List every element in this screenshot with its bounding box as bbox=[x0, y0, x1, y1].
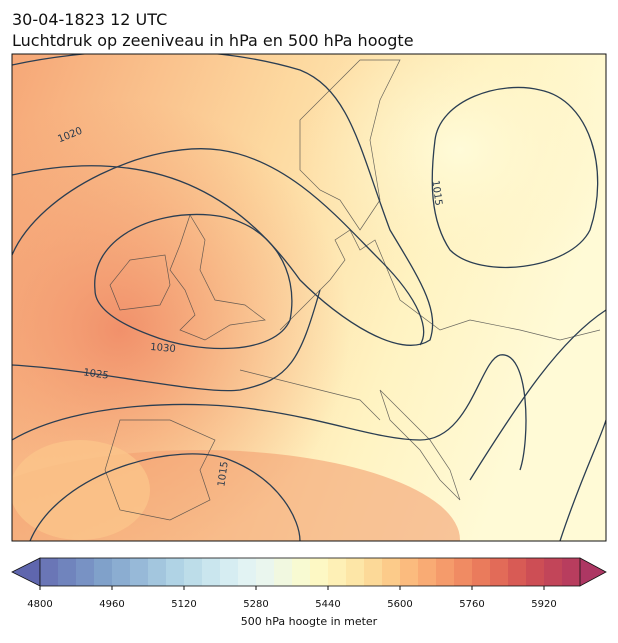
contour-label: 1025 bbox=[83, 367, 110, 381]
color-band bbox=[472, 558, 491, 586]
color-band bbox=[364, 558, 383, 586]
color-band bbox=[418, 558, 437, 586]
map-frame bbox=[11, 53, 607, 542]
color-band bbox=[292, 558, 311, 586]
color-band bbox=[202, 558, 221, 586]
color-band bbox=[328, 558, 347, 586]
color-band bbox=[166, 558, 185, 586]
extend-low bbox=[11, 557, 41, 587]
tick-label: 5920 bbox=[531, 599, 556, 610]
color-band bbox=[562, 558, 581, 586]
contour-label: 1030 bbox=[150, 342, 176, 355]
colorbar-frame bbox=[39, 557, 581, 587]
title: Luchtdruk op zeeniveau in hPa en 500 hPa… bbox=[12, 31, 414, 50]
color-band bbox=[310, 558, 329, 586]
color-band bbox=[526, 558, 545, 586]
color-band bbox=[382, 558, 401, 586]
tick-label: 5280 bbox=[243, 599, 268, 610]
tick-label: 4800 bbox=[27, 599, 52, 610]
color-band bbox=[346, 558, 365, 586]
color-band bbox=[40, 558, 59, 586]
color-band bbox=[76, 558, 95, 586]
color-band bbox=[130, 558, 149, 586]
contour-label: 1015 bbox=[216, 461, 230, 488]
extend-high bbox=[579, 557, 607, 587]
color-band bbox=[58, 558, 77, 586]
color-band bbox=[238, 558, 257, 586]
color-band bbox=[220, 558, 239, 586]
color-band bbox=[508, 558, 527, 586]
color-band bbox=[454, 558, 473, 586]
date: 30-04-1823 12 UTC bbox=[12, 10, 167, 29]
color-band bbox=[436, 558, 455, 586]
colorbar-label: 500 hPa hoogte in meter bbox=[241, 615, 378, 628]
color-band bbox=[490, 558, 509, 586]
color-band bbox=[544, 558, 563, 586]
color-band bbox=[148, 558, 167, 586]
color-band bbox=[94, 558, 113, 586]
tick-label: 5760 bbox=[459, 599, 484, 610]
tick-label: 5440 bbox=[315, 599, 340, 610]
map bbox=[12, 54, 606, 541]
contour-label: 1015 bbox=[429, 180, 443, 207]
color-band bbox=[400, 558, 419, 586]
tick-label: 5600 bbox=[387, 599, 412, 610]
tick-label: 4960 bbox=[99, 599, 124, 610]
tick-label: 5120 bbox=[171, 599, 196, 610]
color-band bbox=[274, 558, 293, 586]
color-band bbox=[184, 558, 203, 586]
color-band bbox=[112, 558, 131, 586]
color-band bbox=[256, 558, 275, 586]
